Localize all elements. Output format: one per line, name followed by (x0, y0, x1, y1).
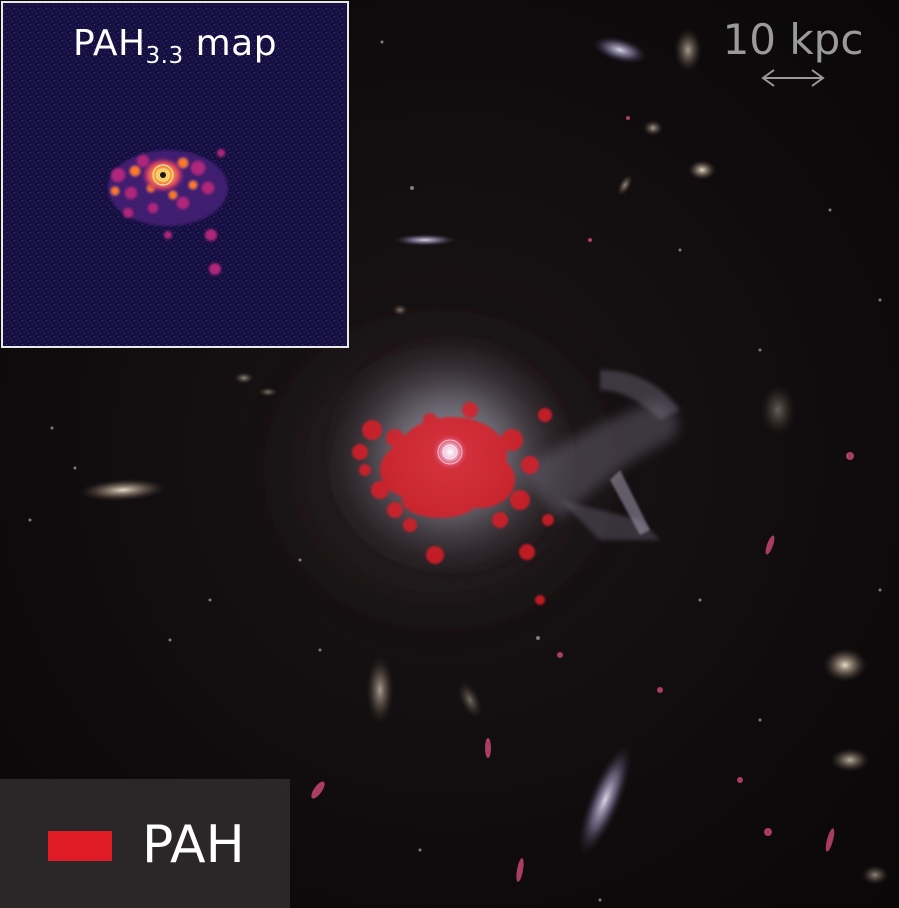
pah-map-image (3, 3, 347, 346)
pah-map-inset: PAH3.3 map (1, 1, 349, 348)
scale-bar: 10 kpc (713, 14, 873, 88)
legend-swatch (48, 831, 112, 861)
legend: PAH (0, 779, 290, 908)
inset-title-subscript: 3.3 (145, 43, 184, 69)
inset-title-suffix: map (183, 23, 278, 64)
double-arrow-icon (761, 69, 825, 87)
legend-label: PAH (142, 815, 245, 875)
inset-title-prefix: PAH (72, 23, 146, 64)
inset-title: PAH3.3 map (3, 23, 347, 69)
scale-bar-label: 10 kpc (722, 15, 864, 64)
